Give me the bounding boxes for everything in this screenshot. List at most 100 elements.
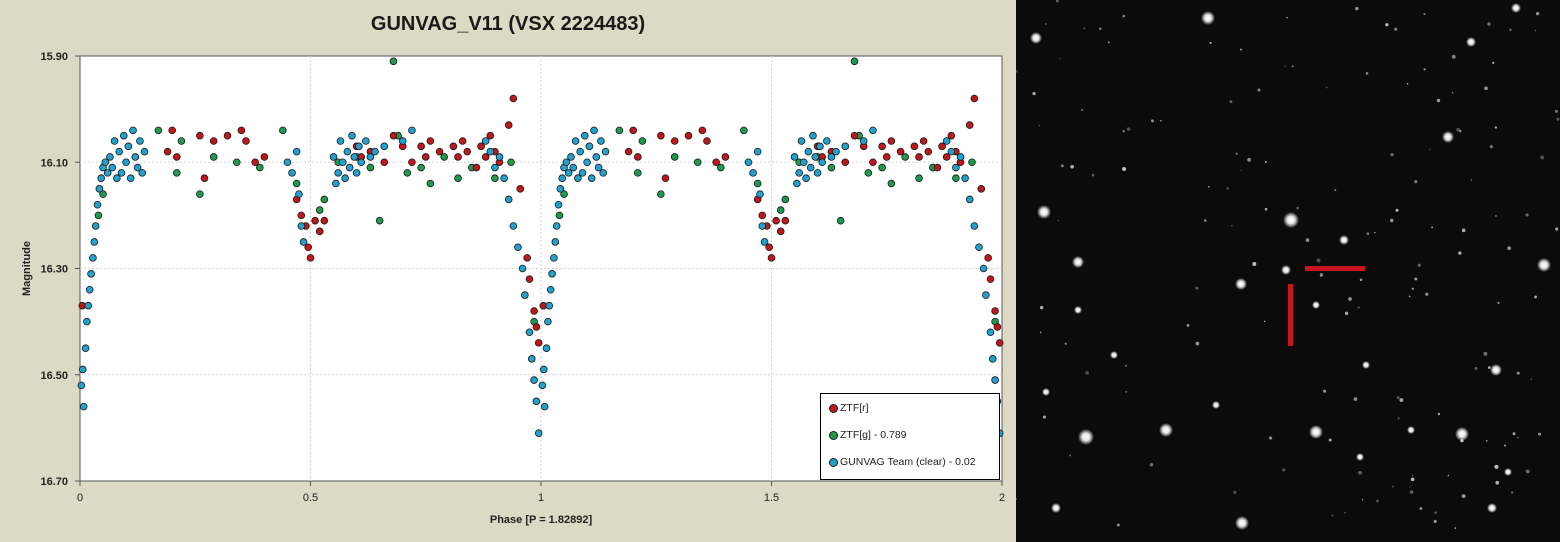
- data-point: [684, 131, 693, 140]
- data-point: [338, 158, 347, 167]
- faint-star: [1085, 370, 1089, 375]
- data-point: [661, 174, 670, 182]
- data-point: [772, 216, 780, 225]
- bright-star: [1537, 258, 1551, 272]
- data-point: [426, 179, 435, 188]
- light-curve-panel: GUNVAG_V11 (VSX 2224483) 0 0.5 1 1.5 2 15.90 1…: [0, 0, 1016, 542]
- faint-star: [1406, 83, 1409, 85]
- legend-item-ztf-r: ZTF[r]: [829, 402, 869, 414]
- data-point: [758, 211, 767, 220]
- data-point: [740, 126, 748, 135]
- chart-title: GUNVAG_V11 (VSX 2224483): [370, 13, 646, 35]
- data-point: [516, 185, 525, 193]
- data-point: [477, 142, 485, 151]
- faint-star: [1483, 351, 1488, 356]
- faint-star: [1461, 228, 1466, 233]
- data-point: [869, 126, 877, 135]
- data-point: [509, 222, 518, 230]
- faint-star: [1353, 397, 1358, 401]
- faint-star: [1458, 251, 1462, 255]
- faint-star: [1016, 70, 1018, 73]
- data-point: [304, 243, 312, 252]
- data-point: [491, 163, 499, 172]
- data-point: [629, 126, 637, 135]
- bright-star: [1466, 37, 1476, 47]
- data-point: [583, 158, 591, 167]
- data-point: [942, 153, 951, 161]
- legend-label-ztf-g: ZTF[g] - 0.789: [840, 429, 907, 441]
- data-point: [910, 142, 919, 151]
- data-point: [426, 137, 435, 145]
- data-point: [311, 216, 319, 225]
- faint-star: [1412, 475, 1414, 477]
- data-point: [133, 163, 142, 172]
- faint-star: [1039, 331, 1042, 334]
- data-point: [398, 137, 407, 145]
- faint-star: [1509, 28, 1512, 31]
- bright-star: [1030, 32, 1042, 44]
- legend-label-gunvag: GUNVAG Team (clear) - 0.02: [840, 456, 976, 468]
- faint-star: [1494, 214, 1497, 217]
- data-point: [585, 142, 594, 151]
- data-point: [454, 153, 462, 161]
- faint-star: [1525, 469, 1530, 474]
- faint-star: [1268, 436, 1273, 440]
- data-point: [594, 163, 603, 172]
- y-tick-label: 16.30: [40, 264, 68, 276]
- data-point: [481, 153, 490, 161]
- faint-star: [1045, 23, 1047, 25]
- data-point: [168, 126, 177, 135]
- faint-star: [1286, 16, 1288, 19]
- faint-star: [1540, 155, 1545, 160]
- faint-star: [1436, 98, 1441, 103]
- data-point: [615, 126, 624, 135]
- data-point: [919, 137, 928, 145]
- x-tick-label: 1.5: [764, 492, 779, 504]
- faint-star: [1419, 507, 1423, 510]
- chart-legend: ZTF[r] ZTF[g] - 0.789 GUNVAG Team (clear…: [820, 393, 1000, 480]
- faint-star: [1207, 185, 1210, 188]
- data-point: [78, 365, 87, 374]
- bright-star: [1235, 278, 1247, 290]
- data-point: [558, 174, 567, 182]
- faint-star: [1414, 179, 1418, 184]
- data-point: [977, 185, 986, 193]
- data-point: [590, 126, 598, 135]
- data-point: [117, 169, 126, 177]
- data-point: [753, 179, 762, 188]
- faint-star: [1186, 323, 1190, 327]
- data-point: [624, 147, 633, 156]
- bright-star: [1407, 426, 1415, 434]
- data-point: [657, 131, 665, 140]
- faint-star: [1358, 470, 1362, 475]
- bright-star: [1339, 235, 1349, 245]
- data-point: [984, 254, 992, 262]
- data-point: [279, 126, 287, 135]
- data-point: [421, 153, 430, 161]
- faint-star: [1488, 366, 1491, 369]
- data-point: [975, 243, 983, 252]
- data-point: [95, 185, 104, 193]
- faint-star: [1231, 225, 1233, 227]
- faint-star: [1296, 206, 1299, 210]
- faint-star: [1122, 166, 1127, 171]
- data-point: [417, 142, 425, 151]
- data-point: [341, 174, 349, 182]
- faint-star: [1125, 390, 1128, 393]
- faint-star: [1032, 91, 1036, 96]
- data-point: [343, 147, 352, 156]
- data-point: [521, 291, 529, 299]
- data-point: [255, 163, 264, 172]
- data-point: [970, 222, 979, 230]
- bright-star: [1201, 11, 1215, 25]
- faint-star: [1385, 23, 1389, 27]
- data-point: [716, 163, 725, 172]
- faint-star: [1516, 371, 1520, 375]
- data-point: [823, 137, 831, 145]
- data-point: [587, 174, 596, 182]
- data-point: [350, 153, 359, 161]
- data-point: [982, 291, 990, 299]
- x-tick-label: 1: [538, 492, 544, 504]
- faint-star: [1291, 65, 1294, 68]
- faint-star: [1408, 295, 1411, 298]
